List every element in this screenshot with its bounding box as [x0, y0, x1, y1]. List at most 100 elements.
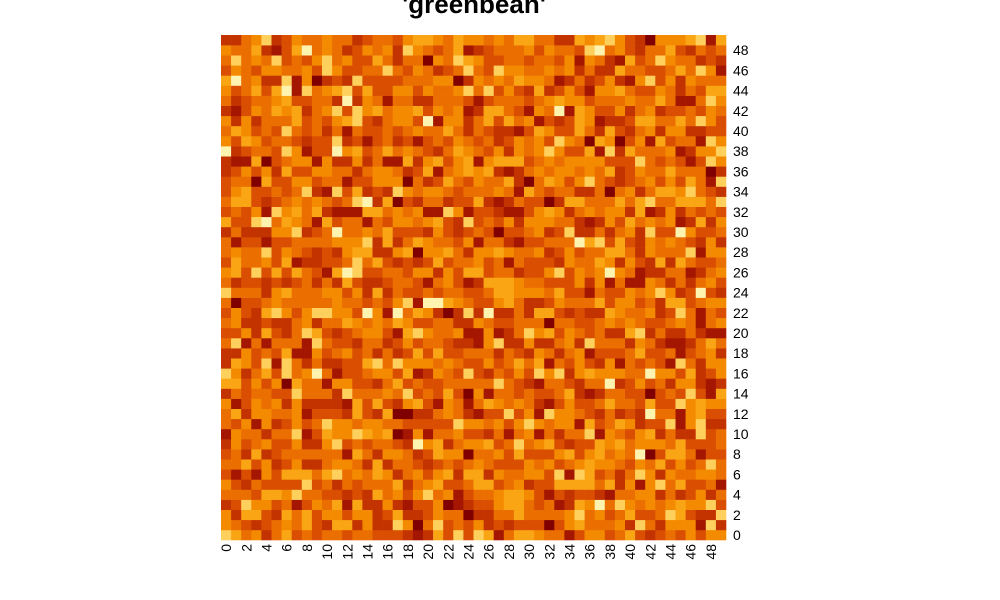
heatmap-cell	[372, 317, 383, 329]
heatmap-cell	[534, 277, 545, 288]
heatmap-cell	[352, 358, 363, 369]
heatmap-cell	[544, 216, 555, 228]
heatmap-cell	[402, 277, 414, 288]
heatmap-cell	[574, 398, 585, 409]
heatmap-cell	[584, 368, 595, 379]
heatmap-cell	[342, 509, 353, 521]
heatmap-cell	[443, 529, 454, 541]
heatmap-cell	[412, 509, 424, 521]
heatmap-cell	[685, 55, 696, 66]
heatmap-cell	[483, 317, 494, 329]
heatmap-cell	[463, 75, 474, 86]
heatmap-cell	[463, 378, 474, 389]
heatmap-cell	[332, 338, 343, 349]
heatmap-cell	[311, 257, 323, 268]
heatmap-cell	[382, 95, 393, 106]
heatmap-cell	[301, 186, 313, 197]
heatmap-cell	[554, 449, 565, 460]
heatmap-cell	[675, 75, 686, 86]
heatmap-cell	[695, 388, 707, 399]
heatmap-cell	[322, 307, 333, 319]
heatmap-cell	[604, 156, 616, 167]
heatmap-cell	[493, 35, 505, 46]
heatmap-cell	[614, 206, 626, 218]
heatmap-cell	[433, 55, 444, 66]
heatmap-cell	[412, 469, 424, 480]
heatmap-cell	[524, 125, 535, 137]
heatmap-cell	[594, 388, 606, 399]
heatmap-cell	[402, 388, 414, 399]
heatmap-cell	[655, 368, 666, 379]
heatmap-cell	[342, 115, 353, 127]
heatmap-cell	[513, 509, 525, 521]
heatmap-cell	[614, 277, 626, 288]
heatmap-cell	[382, 115, 393, 127]
heatmap-cell	[554, 479, 565, 490]
heatmap-cell	[645, 358, 656, 369]
heatmap-cell	[635, 348, 646, 359]
y-axis-ticks: 0246810121416182022242628303234363840424…	[733, 42, 749, 543]
heatmap-cell	[261, 247, 272, 258]
heatmap-cell	[564, 479, 575, 490]
heatmap-cell	[362, 348, 373, 359]
heatmap-cell	[513, 469, 525, 480]
heatmap-cell	[594, 489, 606, 500]
y-tick-label: 16	[733, 365, 749, 381]
heatmap-cell	[301, 75, 313, 86]
heatmap-cell	[564, 95, 575, 106]
heatmap-cell	[301, 55, 313, 66]
heatmap-cell	[392, 327, 404, 339]
heatmap-cell	[554, 35, 565, 46]
heatmap-cell	[342, 85, 353, 96]
heatmap-cell	[251, 247, 262, 258]
heatmap-cell	[483, 105, 494, 117]
heatmap-cell	[281, 287, 292, 298]
heatmap-cell	[231, 439, 242, 450]
heatmap-cell	[342, 368, 353, 379]
heatmap-cell	[453, 146, 464, 157]
heatmap-cell	[564, 499, 575, 510]
y-tick-label: 12	[733, 406, 749, 422]
heatmap-cell	[221, 196, 232, 207]
heatmap-cell	[604, 307, 616, 319]
heatmap-cell	[524, 529, 535, 541]
heatmap-cell	[311, 206, 323, 218]
heatmap-cell	[655, 317, 666, 329]
heatmap-cell	[584, 237, 595, 248]
heatmap-cell	[281, 166, 292, 177]
heatmap-cell	[392, 408, 404, 420]
heatmap-cell	[695, 247, 707, 258]
heatmap-cell	[382, 388, 393, 399]
heatmap-cell	[433, 35, 444, 46]
heatmap-cell	[524, 287, 535, 298]
x-tick-label: 42	[642, 544, 658, 560]
heatmap-cell	[625, 327, 636, 339]
heatmap-cell	[493, 156, 505, 167]
heatmap-cell	[251, 125, 262, 137]
heatmap-cell	[271, 216, 282, 228]
heatmap-cell	[402, 257, 414, 268]
heatmap-cell	[231, 297, 242, 308]
heatmap-cell	[503, 519, 515, 531]
heatmap-cell	[544, 519, 555, 531]
heatmap-cell	[473, 338, 484, 349]
heatmap-cell	[412, 166, 424, 177]
heatmap-cell	[443, 287, 454, 298]
heatmap-cell	[625, 368, 636, 379]
heatmap-cell	[251, 368, 262, 379]
heatmap-cell	[635, 469, 646, 480]
heatmap-cell	[564, 85, 575, 96]
heatmap-cell	[483, 338, 494, 349]
heatmap-cell	[594, 226, 606, 238]
heatmap-cell	[372, 408, 383, 420]
heatmap-cell	[625, 125, 636, 137]
heatmap-cell	[564, 65, 575, 76]
heatmap-cell	[675, 136, 686, 147]
heatmap-cell	[665, 398, 676, 409]
heatmap-cell	[291, 378, 303, 389]
y-tick-label: 14	[733, 386, 749, 402]
heatmap-cell	[513, 206, 525, 218]
heatmap-cell	[342, 105, 353, 117]
heatmap-cell	[342, 75, 353, 86]
heatmap-cell	[534, 479, 545, 490]
